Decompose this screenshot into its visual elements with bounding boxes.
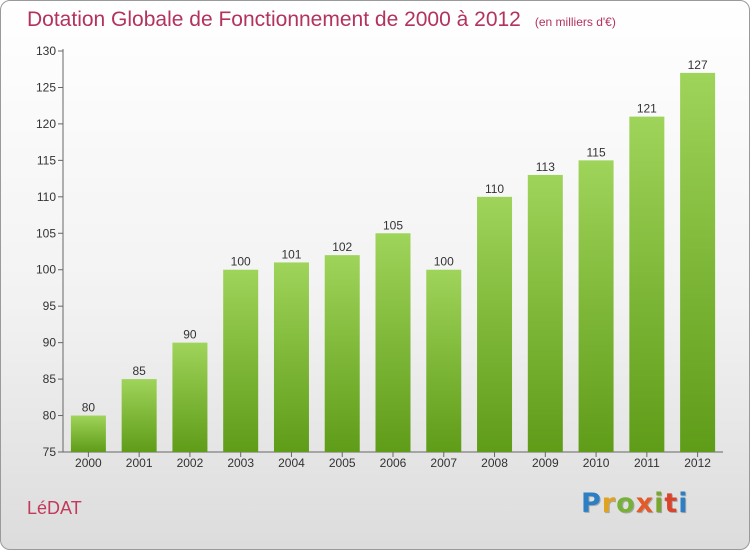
y-tick-label: 90 bbox=[43, 336, 57, 350]
bar bbox=[426, 269, 462, 452]
x-tick-label: 2000 bbox=[75, 456, 102, 470]
bar bbox=[172, 342, 208, 452]
x-tick-label: 2011 bbox=[634, 456, 660, 470]
x-tick-label: 2008 bbox=[481, 456, 508, 470]
bar bbox=[273, 262, 309, 452]
x-tick-label: 2006 bbox=[380, 456, 407, 470]
logo-letter: i bbox=[678, 488, 689, 519]
y-tick-label: 100 bbox=[36, 263, 56, 277]
data-label: 105 bbox=[383, 218, 403, 232]
y-tick-label: 105 bbox=[36, 226, 56, 240]
x-tick-label: 2003 bbox=[227, 456, 254, 470]
logo-letter: o bbox=[616, 488, 636, 519]
data-label: 100 bbox=[434, 255, 454, 269]
data-label: 90 bbox=[183, 328, 197, 342]
commune-name: LéDAT bbox=[27, 498, 82, 518]
x-tick-label: 2001 bbox=[126, 456, 153, 470]
x-tick-label: 2002 bbox=[177, 456, 204, 470]
data-label: 127 bbox=[688, 58, 708, 72]
x-tick-label: 2007 bbox=[430, 456, 457, 470]
bar bbox=[324, 255, 360, 452]
data-label: 113 bbox=[536, 160, 555, 174]
logo-letter: P bbox=[581, 488, 602, 519]
data-label: 121 bbox=[637, 102, 657, 116]
data-label: 80 bbox=[82, 401, 96, 415]
logo-letter: x bbox=[635, 488, 655, 519]
y-tick-label: 75 bbox=[43, 445, 57, 459]
x-tick-label: 2010 bbox=[583, 456, 610, 470]
bar bbox=[527, 174, 563, 453]
logo-letter: i bbox=[654, 488, 665, 519]
x-tick-label: 2004 bbox=[278, 456, 305, 470]
logo-letter: r bbox=[601, 488, 617, 519]
y-tick-label: 95 bbox=[43, 299, 57, 313]
bar bbox=[578, 160, 614, 452]
data-label: 100 bbox=[231, 255, 251, 269]
data-label: 85 bbox=[132, 364, 146, 378]
x-tick-label: 2005 bbox=[329, 456, 356, 470]
chart-title-row: Dotation Globale de Fonctionnement de 20… bbox=[27, 8, 616, 32]
bar bbox=[223, 269, 259, 452]
chart-unit: (en milliers d'€) bbox=[534, 15, 616, 29]
proxiti-logo[interactable]: Proxiti bbox=[581, 488, 689, 519]
data-label: 110 bbox=[485, 182, 504, 196]
y-tick-label: 80 bbox=[43, 409, 57, 423]
logo-letter: t bbox=[664, 488, 679, 519]
y-tick-label: 120 bbox=[36, 117, 56, 131]
bar bbox=[629, 116, 665, 453]
x-tick-label: 2012 bbox=[684, 456, 711, 470]
bar bbox=[121, 379, 157, 452]
x-tick-label: 2009 bbox=[532, 456, 559, 470]
bar bbox=[477, 196, 513, 452]
y-tick-label: 110 bbox=[37, 190, 56, 204]
y-tick-label: 85 bbox=[43, 372, 57, 386]
data-label: 101 bbox=[281, 247, 301, 261]
bar bbox=[375, 233, 411, 452]
data-label: 102 bbox=[332, 240, 352, 254]
y-tick-label: 130 bbox=[36, 44, 56, 58]
data-label: 115 bbox=[587, 145, 606, 159]
y-tick-label: 125 bbox=[36, 80, 56, 94]
bar bbox=[70, 415, 106, 452]
y-tick-label: 115 bbox=[37, 153, 56, 167]
bar bbox=[680, 72, 716, 452]
chart-title: Dotation Globale de Fonctionnement de 20… bbox=[27, 8, 521, 31]
bar-chart: 75 80 85 90 95 100 105 110 115 120 125 130 2000 80 20… bbox=[36, 44, 723, 470]
